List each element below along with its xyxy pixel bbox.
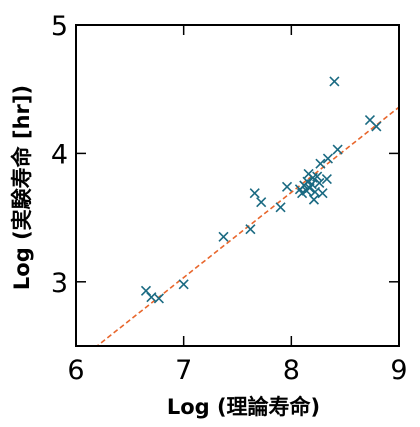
y-tick-label: 5 [51,11,68,42]
data-point [178,279,189,290]
data-point [321,174,332,185]
x-tick-label: 6 [67,355,84,386]
data-point [256,197,267,208]
data-point [245,224,256,235]
data-point [249,188,260,199]
plot-frame [75,24,400,347]
x-tick-label: 7 [175,355,192,386]
x-axis-label: Log (理論寿命) [167,395,320,419]
data-point [315,158,326,169]
data-point [218,231,229,242]
y-tick-label: 4 [51,139,68,170]
data-point [275,202,286,213]
data-point [371,121,382,132]
data-point [312,171,323,182]
data-point [322,153,334,164]
y-tick-label: 3 [51,268,68,299]
data-point [314,177,325,188]
data-point [317,188,328,199]
y-axis-label: Log (実験寿命 [hr]) [10,85,34,290]
data-point [153,293,164,304]
x-tick-label: 9 [390,355,407,386]
data-point [332,144,343,155]
x-tick-label: 8 [283,355,300,386]
data-point [329,76,340,87]
data-point [281,181,293,192]
fit-line [95,106,399,346]
